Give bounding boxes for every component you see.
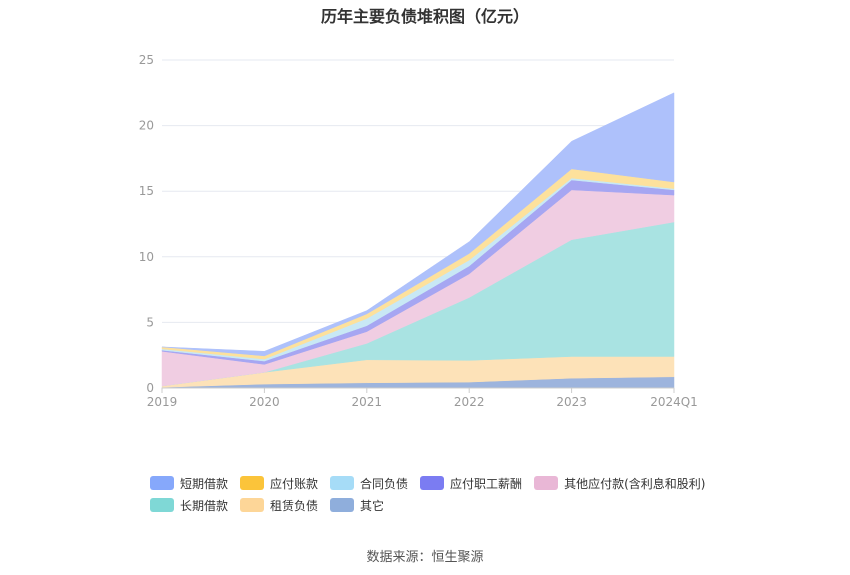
- legend-label: 其他应付款(含利息和股利): [564, 476, 706, 491]
- legend-label: 短期借款: [180, 476, 229, 491]
- x-axis-ticks: 2019 2020 2021 2022 2023 2024Q1: [147, 395, 698, 409]
- legend-item[interactable]: 短期借款: [150, 472, 228, 494]
- legend-item[interactable]: 合同负债: [330, 472, 408, 494]
- legend-label: 应付职工薪酬: [450, 476, 523, 491]
- data-source: 数据来源：恒生聚源: [366, 550, 484, 565]
- y-tick-label: 25: [139, 53, 154, 67]
- y-axis-ticks: 0 5 10 15 20 25: [139, 53, 154, 395]
- legend-swatch: [330, 476, 355, 490]
- legend-item[interactable]: 应付职工薪酬: [420, 472, 522, 494]
- legend-swatch: [534, 476, 559, 490]
- x-tick-label: 2024Q1: [650, 395, 698, 409]
- legend-swatch: [330, 498, 355, 512]
- x-tick-label: 2021: [352, 395, 383, 409]
- x-tick-label: 2023: [556, 395, 587, 409]
- legend-item[interactable]: 租赁负债: [240, 494, 318, 516]
- x-tick-label: 2019: [147, 395, 178, 409]
- y-tick-label: 15: [139, 184, 154, 198]
- legend-item[interactable]: 其它: [330, 494, 384, 516]
- legend-label: 应付账款: [270, 476, 319, 491]
- legend-swatch: [240, 476, 265, 490]
- legend-label: 其它: [360, 498, 385, 513]
- legend-label: 长期借款: [180, 498, 229, 513]
- legend-swatch: [150, 498, 174, 512]
- x-tick-label: 2022: [454, 395, 485, 409]
- y-tick-label: 10: [139, 250, 154, 264]
- legend: 短期借款 应付账款 合同负债 应付职工薪酬 其他应付款(含利息和股利) 长期借款 租赁负债 其…: [150, 472, 730, 516]
- legend-swatch: [240, 498, 265, 512]
- y-tick-label: 0: [146, 381, 154, 395]
- legend-item[interactable]: 应付账款: [240, 472, 318, 494]
- x-axis: [161, 387, 675, 393]
- legend-swatch: [150, 476, 174, 490]
- legend-swatch: [420, 476, 445, 490]
- x-tick-label: 2020: [249, 395, 280, 409]
- legend-label: 合同负债: [360, 476, 409, 491]
- y-tick-label: 20: [139, 119, 154, 133]
- legend-label: 租赁负债: [270, 498, 319, 513]
- y-tick-label: 5: [146, 315, 154, 329]
- area-series: [161, 92, 675, 389]
- legend-item[interactable]: 其他应付款(含利息和股利): [534, 472, 705, 494]
- area-series-7: [161, 92, 675, 357]
- chart-title: 历年主要负债堆积图（亿元）: [320, 7, 529, 26]
- legend-item[interactable]: 长期借款: [150, 494, 228, 516]
